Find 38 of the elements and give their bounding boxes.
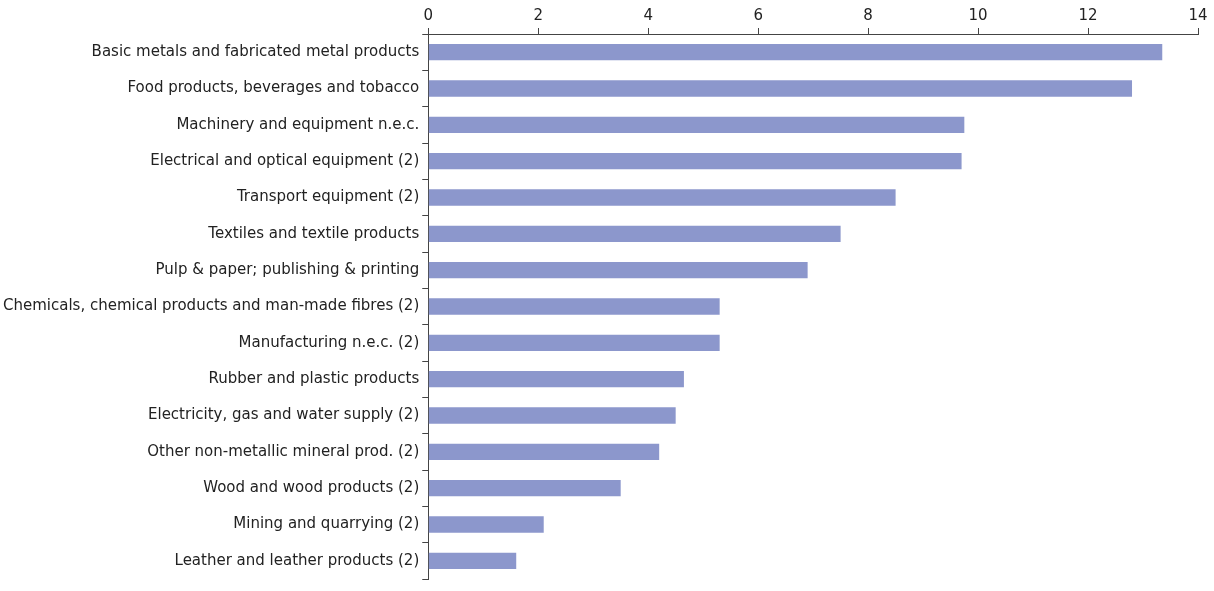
bar — [428, 80, 1133, 97]
bar — [428, 407, 676, 424]
bar — [428, 370, 684, 388]
x-tick-label: 6 — [753, 5, 763, 24]
y-tick-label: Electricity, gas and water supply (2) — [147, 405, 420, 424]
bar — [428, 43, 1163, 61]
y-tick-label: Textiles and textile products — [207, 223, 420, 242]
y-tick-label: Electrical and optical equipment (2) — [150, 151, 420, 170]
bar — [428, 225, 841, 243]
y-tick-label: Chemicals, chemical products and man-made fibres (2) — [2, 296, 420, 315]
x-tick-label: 12 — [1078, 5, 1098, 24]
y-tick-label: Basic metals and fabricated metal products — [91, 42, 420, 61]
y-tick-label: Other non-metallic mineral prod. (2) — [147, 441, 420, 460]
x-tick-label: 2 — [533, 5, 543, 24]
y-tick-label: Wood and wood products (2) — [203, 478, 420, 497]
y-tick-label: Mining and quarrying (2) — [233, 514, 420, 533]
bar — [428, 443, 660, 461]
y-tick-label: Machinery and equipment n.e.c. — [176, 114, 420, 133]
y-tick-label: Manufacturing n.e.c. (2) — [238, 332, 420, 351]
bar — [428, 116, 965, 134]
x-tick-label: 10 — [968, 5, 988, 24]
bar — [428, 298, 720, 315]
bar — [428, 334, 720, 352]
x-tick-label: 0 — [423, 5, 434, 24]
bar — [428, 479, 621, 497]
y-tick-label: Leather and leather products (2) — [174, 550, 420, 569]
x-tick-label: 8 — [863, 5, 873, 24]
x-tick-label: 4 — [643, 5, 653, 24]
bar — [428, 152, 962, 170]
bar — [428, 189, 896, 206]
y-tick-label: Food products, beverages and tobacco — [127, 78, 420, 97]
y-tick-label: Rubber and plastic products — [208, 369, 420, 388]
y-tick-label: Pulp & paper; publishing & printing — [155, 260, 420, 279]
bar — [428, 261, 808, 279]
bar — [428, 552, 517, 570]
y-tick-label: Transport equipment (2) — [235, 187, 420, 206]
bar — [428, 516, 544, 533]
x-tick-label: 14 — [1188, 5, 1208, 24]
